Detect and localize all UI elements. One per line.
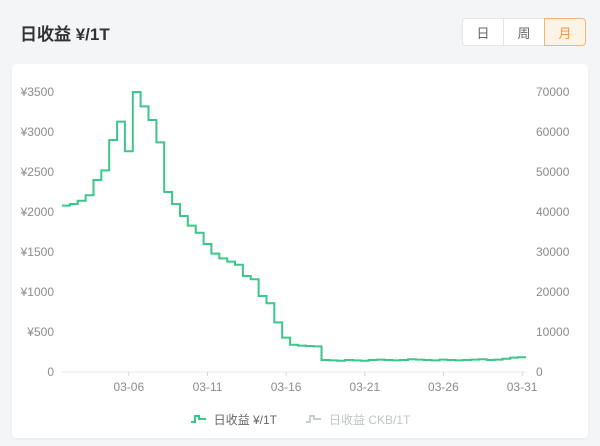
daily-revenue-line xyxy=(62,91,526,362)
legend-item-cny[interactable]: 日收益 ¥/1T xyxy=(190,411,277,428)
step-line-glyph-icon xyxy=(190,415,206,423)
x-axis-tick-label: 03-16 xyxy=(271,380,302,394)
legend-label-ckb: 日收益 CKB/1T xyxy=(329,412,411,427)
left-axis-tick-label: ¥3000 xyxy=(20,125,55,139)
right-axis-tick-label: 70000 xyxy=(536,85,570,99)
x-axis-tick-label: 03-11 xyxy=(193,380,223,394)
legend-item-ckb[interactable]: 日收益 CKB/1T xyxy=(305,411,410,428)
left-axis-tick-label: ¥2000 xyxy=(20,205,55,219)
left-axis-tick-label: ¥2500 xyxy=(20,165,55,179)
period-toggle: 日 周 月 xyxy=(462,18,586,46)
revenue-chart[interactable]: 0 ¥500 ¥1000 ¥1500 ¥2000 ¥2500 ¥3000 ¥3500 0 1000… xyxy=(12,64,588,402)
chart-header: 日收益 ¥/1T 日 周 月 xyxy=(0,0,600,64)
step-line-glyph-icon xyxy=(306,415,321,423)
left-axis-tick-label: ¥500 xyxy=(26,325,54,339)
left-axis-tick-label: ¥1000 xyxy=(20,285,55,299)
left-axis-tick-label: ¥1500 xyxy=(20,245,55,259)
period-month-button[interactable]: 月 xyxy=(544,18,586,46)
period-week-button[interactable]: 周 xyxy=(503,18,545,46)
legend-label-cny: 日收益 ¥/1T xyxy=(213,412,277,427)
x-axis-tick-label: 03-21 xyxy=(349,380,380,394)
x-axis-tick-label: 03-26 xyxy=(428,380,459,394)
right-axis-tick-label: 60000 xyxy=(536,125,570,139)
right-axis-tick-label: 0 xyxy=(536,365,543,379)
left-axis-tick-label: 0 xyxy=(47,365,54,379)
right-axis-tick-label: 20000 xyxy=(536,285,570,299)
right-axis-tick-label: 40000 xyxy=(536,205,570,219)
left-axis-tick-label: ¥3500 xyxy=(20,85,55,99)
chart-legend: 日收益 ¥/1T 日收益 CKB/1T xyxy=(12,402,588,436)
page-title: 日收益 ¥/1T xyxy=(20,24,110,44)
period-day-button[interactable]: 日 xyxy=(462,18,504,46)
x-axis-tick-label: 03-31 xyxy=(507,380,538,394)
x-axis-tick-label: 03-06 xyxy=(113,380,144,394)
right-axis-tick-label: 50000 xyxy=(536,165,570,179)
right-axis-tick-label: 30000 xyxy=(536,245,570,259)
right-axis-tick-label: 10000 xyxy=(536,325,570,339)
chart-card: 0 ¥500 ¥1000 ¥1500 ¥2000 ¥2500 ¥3000 ¥3500 0 1000… xyxy=(12,64,588,438)
